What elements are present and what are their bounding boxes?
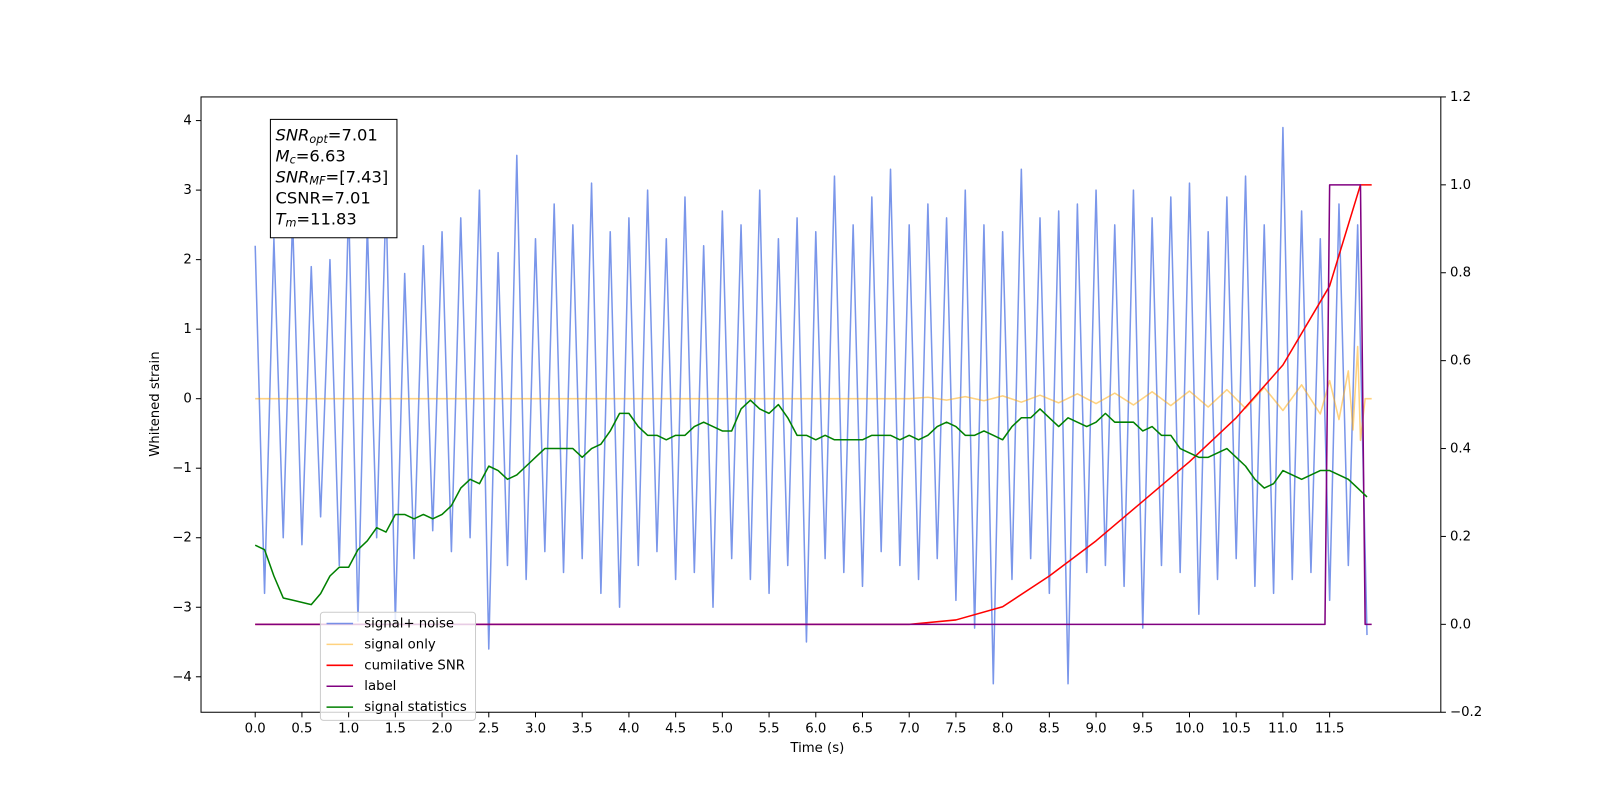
annotation-value: =6.63 — [296, 146, 346, 165]
annotation-symbol: CSNR=7.01 — [276, 188, 371, 207]
x-tick-label: 9.0 — [1086, 722, 1107, 737]
annotation-value: =11.83 — [296, 209, 356, 228]
y-tick-label: 2 — [183, 253, 191, 268]
x-tick-label: 3.0 — [525, 722, 546, 737]
annotation-line: Tm=11.83 — [276, 209, 357, 230]
x-tick-label: 11.0 — [1268, 722, 1298, 737]
annotation-subscript: opt — [309, 133, 328, 146]
y2-tick-label: 1.0 — [1450, 178, 1471, 193]
annotation-subscript: c — [290, 154, 297, 167]
y2-tick-label: 1.2 — [1450, 90, 1471, 105]
x-tick-label: 10.0 — [1175, 722, 1205, 737]
series-line — [255, 184, 1372, 626]
y-tick-label: 3 — [183, 183, 191, 198]
series-line — [255, 184, 1372, 626]
annotation-symbol: SNR — [276, 125, 310, 144]
y2-tick-label: 0.0 — [1450, 617, 1471, 632]
x-tick-label: 8.0 — [992, 722, 1013, 737]
annotation-subscript: MF — [309, 175, 326, 188]
x-tick-label: 1.0 — [338, 722, 359, 737]
annotation-symbol: T — [276, 209, 288, 228]
annotation-value: =[7.43] — [326, 167, 389, 186]
annotation-subscript: m — [285, 216, 296, 229]
annotation-line: CSNR=7.01 — [276, 188, 371, 207]
x-tick-label: 1.5 — [385, 722, 406, 737]
x-tick-label: 4.5 — [665, 722, 686, 737]
legend-label: label — [364, 679, 396, 694]
annotation-line: SNRopt=7.01 — [276, 125, 378, 146]
plot-area — [254, 126, 1372, 685]
legend-label: signal+ noise — [364, 616, 454, 631]
legend: signal+ noise signal only cumilative SNR la… — [319, 611, 477, 721]
annotation-symbol: SNR — [276, 167, 310, 186]
y2-tick-label: 0.6 — [1450, 354, 1471, 369]
x-tick-label: 8.5 — [1039, 722, 1060, 737]
x-tick-label: 3.5 — [572, 722, 593, 737]
series-line — [255, 345, 1372, 442]
legend-frame — [319, 611, 477, 721]
x-tick-label: 7.5 — [945, 722, 966, 737]
annotation-frame — [269, 118, 398, 239]
x-tick-label: 0.5 — [291, 722, 312, 737]
y-tick-label: 0 — [183, 392, 191, 407]
legend-label: signal only — [364, 637, 436, 652]
annotation-box: SNRopt=7.01Mc=6.63SNRMF=[7.43]CSNR=7.01T… — [269, 118, 398, 239]
y2-tick-label: 0.2 — [1450, 529, 1471, 544]
y-tick-label: −1 — [172, 461, 192, 476]
annotation-value: =7.01 — [328, 125, 378, 144]
y-tick-label: −4 — [172, 670, 192, 685]
x-tick-label: 6.5 — [852, 722, 873, 737]
y-tick-label: −3 — [172, 600, 192, 615]
x-tick-label: 2.0 — [432, 722, 453, 737]
y-tick-label: 1 — [183, 322, 191, 337]
y2-tick-label: −0.2 — [1450, 705, 1482, 720]
x-tick-label: 0.0 — [245, 722, 266, 737]
series-line — [254, 399, 1368, 606]
x-tick-label: 9.5 — [1132, 722, 1153, 737]
legend-label: cumilative SNR — [364, 658, 465, 673]
y-tick-label: −2 — [172, 531, 192, 546]
y2-tick-label: 0.4 — [1450, 442, 1471, 457]
y2-tick-label: 0.8 — [1450, 266, 1471, 281]
x-tick-label: 6.0 — [805, 722, 826, 737]
x-tick-label: 4.0 — [618, 722, 639, 737]
x-tick-label: 7.0 — [899, 722, 920, 737]
x-tick-label: 5.5 — [759, 722, 780, 737]
annotation-line: Mc=6.63 — [276, 146, 346, 167]
x-tick-label: 11.5 — [1315, 722, 1345, 737]
x-axis-label: Time (s) — [789, 741, 844, 756]
y-tick-label: 4 — [183, 114, 191, 129]
x-tick-label: 5.0 — [712, 722, 733, 737]
annotation-symbol: M — [276, 146, 290, 165]
x-tick-label: 2.5 — [478, 722, 499, 737]
annotation-line: SNRMF=[7.43] — [276, 167, 389, 188]
axes-frame — [200, 96, 1442, 713]
legend-label: signal statistics — [364, 700, 467, 715]
y-axis-label: Whitened strain — [148, 351, 163, 456]
x-tick-label: 10.5 — [1221, 722, 1251, 737]
